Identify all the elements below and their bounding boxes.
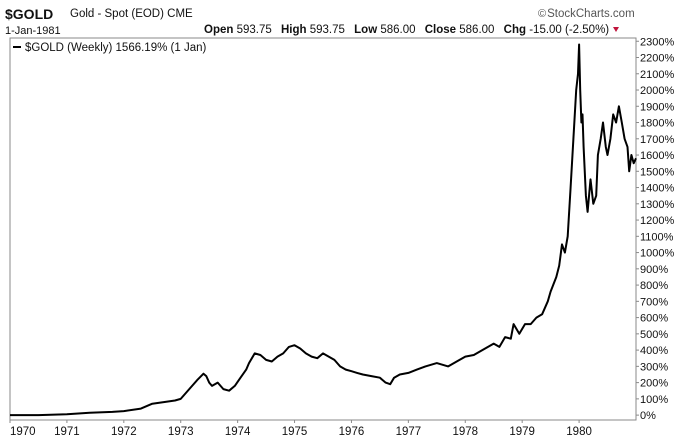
x-tick-label: 1977 (396, 426, 422, 438)
close-label: Close (424, 24, 457, 36)
y-tick-label: 2000% (640, 85, 674, 97)
legend-label: $GOLD (Weekly) 1566.19% (1 Jan) (25, 42, 206, 54)
y-tick-label: 1500% (640, 166, 674, 178)
high-label: High (280, 24, 307, 36)
y-tick-label: 1300% (640, 199, 674, 211)
y-tick-label: 2300% (640, 36, 674, 48)
y-tick-label: 1900% (640, 101, 674, 113)
y-tick-label: 700% (640, 296, 668, 308)
x-tick-label: 1973 (168, 426, 194, 438)
y-tick-label: 2100% (640, 69, 674, 81)
y-tick-label: 200% (640, 378, 668, 390)
x-tick-label: 1978 (452, 426, 478, 438)
x-tick-label: 1970 (10, 426, 36, 438)
symbol-label: $GOLD (5, 6, 54, 22)
chg-label: Chg (503, 24, 527, 36)
high-value: 593.75 (309, 24, 345, 36)
low-value: 586.00 (380, 24, 416, 36)
open-value: 593.75 (236, 24, 272, 36)
y-tick-label: 900% (640, 264, 668, 276)
y-tick-label: 0% (640, 410, 656, 422)
y-tick-label: 1400% (640, 183, 674, 195)
y-tick-label: 300% (640, 361, 668, 373)
plot-frame (9, 37, 637, 421)
y-tick-label: 100% (640, 394, 668, 406)
down-arrow-icon (613, 27, 620, 32)
x-tick-label: 1974 (225, 426, 251, 438)
x-axis: 1970 1971 1972 1973 1974 1975 1976 1977 1978 1979… (9, 420, 592, 438)
open-label: Open (204, 24, 234, 36)
y-tick-label: 600% (640, 313, 668, 325)
low-label: Low (354, 24, 378, 36)
description-label: Gold - Spot (EOD) CME (70, 8, 193, 20)
y-tick-label: 2200% (640, 53, 674, 65)
x-tick-label: 1979 (509, 426, 535, 438)
y-tick-label: 1600% (640, 150, 674, 162)
x-tick-label: 1976 (339, 426, 365, 438)
y-axis: 0% 100% 200% 300% 400% 500% 600% 700% 800% 900% 10… (636, 36, 674, 422)
y-tick-label: 800% (640, 280, 668, 292)
x-tick-label: 1972 (111, 426, 137, 438)
x-tick-label: 1975 (282, 426, 308, 438)
y-tick-label: 1800% (640, 118, 674, 130)
close-value: 586.00 (459, 24, 495, 36)
brand-label[interactable]: ©StockCharts.com (538, 8, 635, 20)
y-tick-label: 1200% (640, 215, 674, 227)
y-tick-label: 500% (640, 329, 668, 341)
chg-value: -15.00 (-2.50%) (529, 24, 610, 36)
y-tick-label: 400% (640, 345, 668, 357)
x-tick-label: 1980 (566, 426, 592, 438)
price-stats: Open 593.75 High 593.75 Low 586.00 Close… (204, 24, 620, 36)
y-tick-label: 1700% (640, 134, 674, 146)
copyright-icon: © (538, 8, 547, 20)
y-tick-label: 1000% (640, 248, 674, 260)
gold-price-line (10, 43, 637, 417)
y-tick-label: 1100% (640, 231, 674, 243)
brand-text: StockCharts.com (547, 8, 635, 20)
x-tick-label: 1971 (54, 426, 80, 438)
date-label: 1-Jan-1981 (5, 25, 61, 37)
